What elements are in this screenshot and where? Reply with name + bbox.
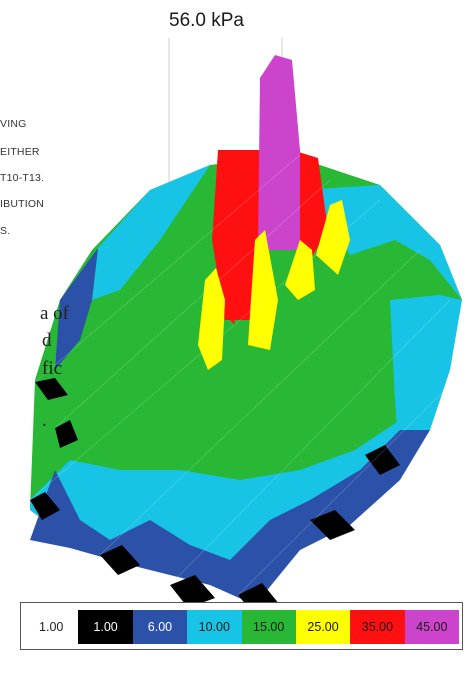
legend-label: 35.00 xyxy=(361,620,394,634)
background-text-line-4: IBUTION xyxy=(0,198,44,210)
background-text-line-3: T10-T13. xyxy=(0,172,45,184)
legend-strip: 1.00 1.00 6.00 10.00 15.00 25.00 35.00 45.00 xyxy=(24,610,459,644)
legend-label: 10.00 xyxy=(198,620,230,634)
surface-dip-5 xyxy=(170,575,215,608)
peak-pressure-label: 56.0 kPa xyxy=(169,10,244,31)
background-text-line-5: S. xyxy=(0,225,11,237)
legend-cell-3: 10.00 xyxy=(187,610,242,644)
surface-peak-magenta xyxy=(258,55,300,250)
background-body-line-4: . xyxy=(42,410,47,431)
legend-cell-1: 1.00 xyxy=(78,610,133,644)
surface-dip-8 xyxy=(365,445,400,475)
legend-label: 15.00 xyxy=(253,620,285,634)
surface-yellow-3 xyxy=(285,240,315,300)
legend-cell-7: 45.00 xyxy=(404,610,459,644)
background-body-line-1: a of xyxy=(40,303,70,324)
surface-left-blue xyxy=(55,248,98,370)
surface-dip-4 xyxy=(100,545,140,575)
legend-cell-0: 1.00 xyxy=(24,610,79,644)
legend-cell-4: 15.00 xyxy=(241,610,296,644)
surface-yellow-2 xyxy=(248,230,278,350)
legend-cell-2: 6.00 xyxy=(132,610,188,644)
surface-red-right xyxy=(292,150,328,260)
background-text-line-2: EITHER xyxy=(0,146,40,158)
surface-mesh xyxy=(29,154,456,596)
legend-label: 1.00 xyxy=(93,620,118,634)
surface-mid-green xyxy=(150,270,240,395)
surface-yellow-1 xyxy=(198,268,225,370)
background-body-line-2: d xyxy=(42,330,52,351)
legend-label: 1.00 xyxy=(39,620,64,634)
background-body-line-3: fic xyxy=(42,358,63,379)
surface-yellow-4 xyxy=(316,200,350,275)
legend-cell-6: 35.00 xyxy=(350,610,405,644)
legend-label: 25.00 xyxy=(307,620,339,634)
surface-dip-1 xyxy=(35,378,68,400)
legend-cell-5: 25.00 xyxy=(295,610,351,644)
background-text-line-1: VING xyxy=(0,118,27,130)
surface-dip-7 xyxy=(310,510,355,540)
surface-dip-3 xyxy=(30,492,60,520)
surface-back-left-cyan xyxy=(92,165,210,300)
legend-label: 45.00 xyxy=(416,620,448,634)
surface-dip-2 xyxy=(55,420,78,448)
legend-label: 6.00 xyxy=(147,620,173,634)
color-scale-legend: 1.00 1.00 6.00 10.00 15.00 25.00 35.00 45.00 xyxy=(20,602,463,650)
